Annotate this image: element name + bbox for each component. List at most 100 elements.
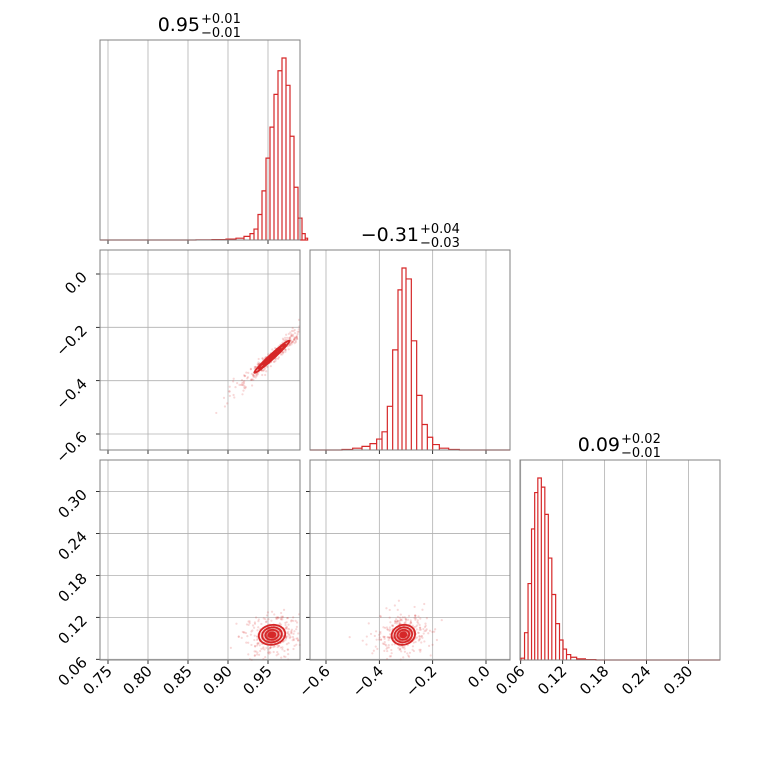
sample-point [383,640,386,644]
sample-point [288,634,291,637]
sample-point [396,620,400,623]
sample-point [262,369,265,372]
sample-point [267,648,270,651]
sample-point [286,616,289,620]
sample-point [272,360,275,363]
sample-point [253,622,257,625]
sample-point [371,652,374,655]
sample-point [297,639,300,642]
sample-point [288,636,291,640]
sample-point [264,618,267,621]
sample-point [278,622,281,625]
sample-point [282,350,285,353]
sample-point [293,328,296,332]
sample-point [398,622,401,625]
sample-point [399,619,402,622]
panel-frame [309,459,511,661]
sample-point [236,382,239,385]
sample-point [293,630,296,633]
sample-point [215,411,218,415]
sample-point [431,630,434,633]
sample-point [291,340,294,343]
histogram-panel-0 [99,39,309,244]
sample-point [401,646,404,649]
sample-point [404,621,407,624]
sample-point [285,642,288,646]
sample-point [372,649,375,652]
sample-point [277,644,281,648]
sample-point [264,655,267,659]
sample-point [418,638,421,641]
sample-point [265,614,269,617]
sample-point [276,645,279,649]
sample-point [386,649,389,653]
sample-point [383,635,386,638]
sample-point [374,630,378,633]
sample-point [284,639,287,642]
sample-point [398,619,401,622]
sample-point [291,341,294,344]
sample-point [247,620,250,623]
sample-point [263,367,267,370]
sample-point [396,608,399,611]
sample-point [379,614,382,618]
sample-point [292,619,295,622]
sample-point [423,625,427,629]
histogram-panel-1 [309,249,511,454]
sample-point [262,647,265,650]
sample-point [413,605,416,609]
sample-point [256,642,259,645]
sample-point [248,620,251,623]
sample-point [232,380,235,383]
sample-point [295,337,298,340]
sample-point [369,632,373,636]
sample-point [243,374,246,377]
x-tick-label: 0.80 [119,662,155,698]
sample-point [419,617,422,620]
sample-point [281,615,284,618]
sample-point [277,652,280,656]
sample-point [269,646,272,649]
sample-point [380,638,383,641]
sample-point [387,638,390,642]
title-median-2: 0.09 [578,434,620,456]
sample-point [388,629,391,632]
sample-point [276,357,280,360]
density-peak [269,354,275,360]
sample-point [289,342,292,345]
sample-point [422,632,425,635]
sample-point [286,648,290,651]
sample-point [418,623,421,627]
sample-point [403,650,407,653]
sample-point [290,619,293,622]
sample-point [254,365,257,368]
sample-point [289,335,293,338]
sample-point [249,368,253,371]
sample-point [424,622,427,625]
sample-point [400,650,403,653]
sample-point [241,630,244,634]
x-tick-label: 0.06 [492,662,528,698]
sample-point [395,620,398,624]
sample-point [284,627,288,630]
sample-point [253,650,256,653]
sample-point [411,624,414,627]
sample-point [375,638,378,641]
sample-point [284,621,287,624]
sample-point [415,628,418,631]
sample-point [261,369,264,372]
panel-frame [99,39,301,241]
sample-point [292,638,296,642]
sample-point [424,624,427,627]
sample-point [390,624,394,627]
x-tick-label: −0.2 [402,662,440,700]
x-tick-label: 0.18 [576,662,612,698]
title-minus-1: −0.03 [420,236,460,251]
sample-point [240,636,243,640]
sample-point [418,628,421,631]
sample-point [260,647,263,650]
panel-frame [309,249,511,451]
sample-point [262,646,265,649]
sample-point [287,348,290,351]
sample-point [414,617,417,620]
